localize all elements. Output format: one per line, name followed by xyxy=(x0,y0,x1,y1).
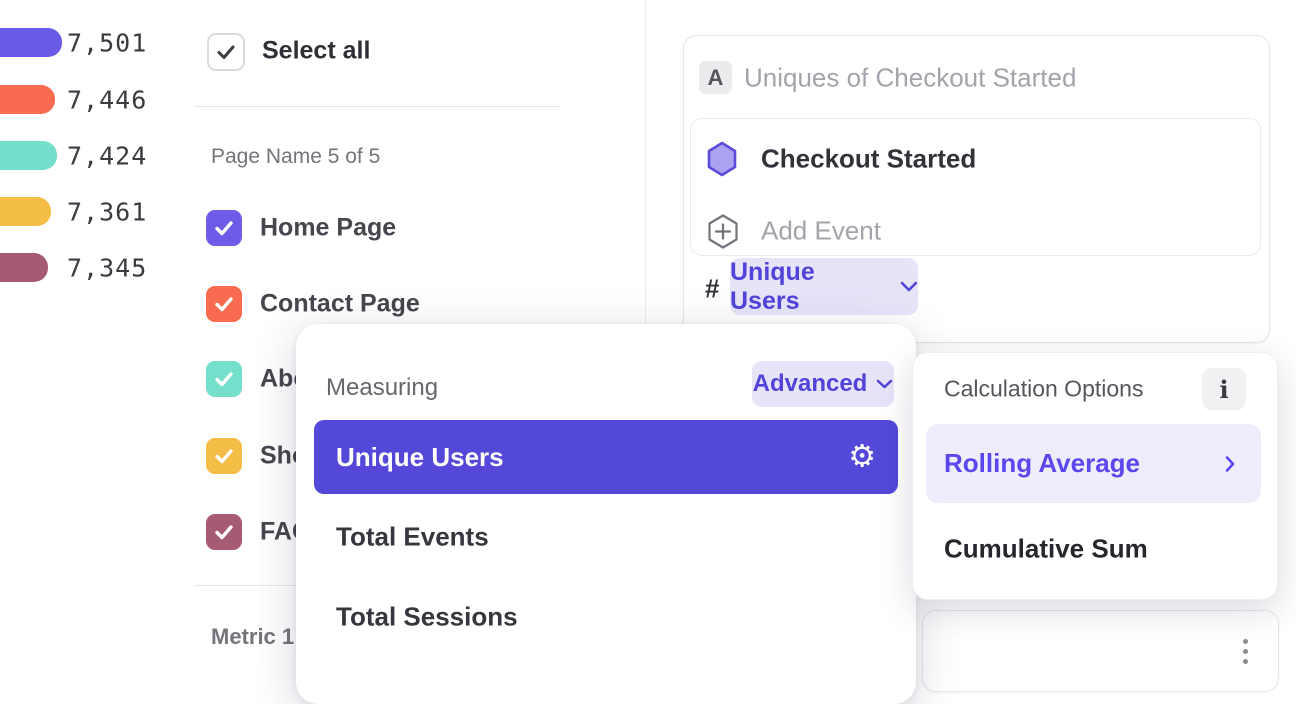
series-value: 7,361 xyxy=(67,197,148,226)
divider xyxy=(194,106,561,107)
calc-option-label: Rolling Average xyxy=(944,448,1141,478)
metric-label: Metric 1 xyxy=(211,624,295,649)
calc-option-rolling-average[interactable]: Rolling Average xyxy=(926,424,1261,503)
series-bar xyxy=(0,28,62,57)
checkmark-icon xyxy=(215,372,233,387)
checkbox-shop-page[interactable] xyxy=(206,438,242,474)
kebab-menu-icon[interactable] xyxy=(1243,639,1248,664)
add-event-label[interactable]: Add Event xyxy=(761,215,881,246)
checkbox-faq-page[interactable] xyxy=(206,514,242,550)
series-bar xyxy=(0,197,51,226)
measuring-mode-dropdown[interactable]: Advanced xyxy=(752,361,894,407)
calculation-options-title: Calculation Options xyxy=(944,375,1144,402)
series-bar xyxy=(0,253,48,282)
aggregation-prefix: # xyxy=(705,273,720,304)
checkbox-about-page[interactable] xyxy=(206,361,242,397)
event-hexagon-icon xyxy=(707,141,737,177)
add-event-icon[interactable] xyxy=(707,213,739,250)
select-all-checkbox[interactable] xyxy=(207,33,245,71)
info-icon[interactable]: i xyxy=(1202,368,1246,410)
series-bar xyxy=(0,85,55,114)
select-all-label: Select all xyxy=(262,36,371,65)
filter-item-label: Contact Page xyxy=(260,289,420,318)
filter-group-label: Page Name 5 of 5 xyxy=(211,145,381,168)
measuring-menu: Measuring Advanced Unique Users ⚙ Total … xyxy=(296,324,916,704)
menu-option-total-sessions[interactable]: Total Sessions xyxy=(336,601,518,632)
event-name[interactable]: Checkout Started xyxy=(761,143,977,174)
chevron-down-icon xyxy=(877,379,893,389)
checkbox-contact-page[interactable] xyxy=(206,286,242,322)
query-builder-card: A Uniques of Checkout Started Checkout S… xyxy=(683,35,1270,343)
checkmark-icon xyxy=(215,449,233,464)
chart-legend: 7,501 7,446 7,424 7,361 7,345 xyxy=(0,0,179,678)
chevron-right-icon xyxy=(1225,455,1235,472)
series-value: 7,345 xyxy=(67,253,148,282)
aggregation-dropdown[interactable]: Unique Users xyxy=(730,258,918,315)
series-value: 7,446 xyxy=(67,85,148,114)
metric-card xyxy=(922,610,1279,692)
menu-option-total-events[interactable]: Total Events xyxy=(336,521,489,552)
series-value: 7,424 xyxy=(67,141,148,170)
checkmark-icon xyxy=(215,221,233,236)
checkmark-icon xyxy=(217,45,235,59)
filter-item-label: Home Page xyxy=(260,213,397,242)
series-bar xyxy=(0,141,57,170)
aggregation-value: Unique Users xyxy=(730,257,815,315)
menu-option-unique-users[interactable]: Unique Users ⚙ xyxy=(314,420,898,494)
event-group-card: Checkout Started Add Event xyxy=(690,118,1261,256)
menu-option-label: Unique Users xyxy=(336,441,504,472)
calc-option-cumulative-sum[interactable]: Cumulative Sum xyxy=(944,533,1148,564)
gear-icon[interactable]: ⚙ xyxy=(848,438,876,475)
checkmark-icon xyxy=(215,525,233,540)
calculation-options-popover: Calculation Options i Rolling Average Cu… xyxy=(912,352,1278,600)
series-name-input[interactable]: Uniques of Checkout Started xyxy=(744,62,1077,93)
measuring-mode-value: Advanced xyxy=(752,370,868,397)
chevron-down-icon xyxy=(900,281,918,292)
series-badge: A xyxy=(699,61,732,94)
checkmark-icon xyxy=(215,297,233,312)
measuring-title: Measuring xyxy=(326,374,439,401)
checkbox-home-page[interactable] xyxy=(206,210,242,246)
series-value: 7,501 xyxy=(67,28,148,57)
